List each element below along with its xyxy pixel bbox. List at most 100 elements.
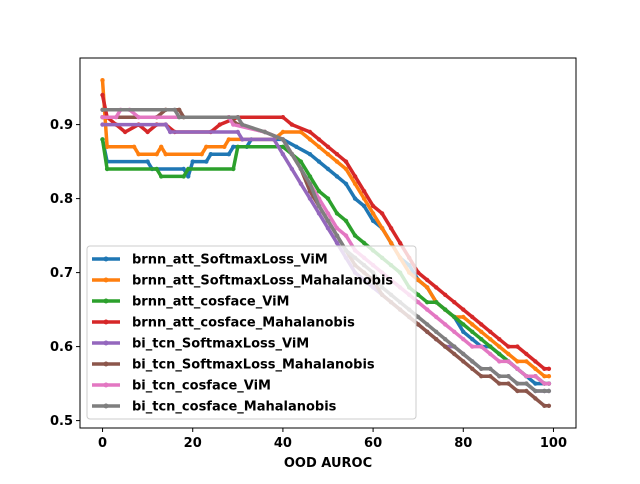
y-tick-label: 0.7 xyxy=(50,266,73,281)
legend-label: bi_tcn_SoftmaxLoss_Mahalanobis xyxy=(132,358,375,373)
data-point xyxy=(452,300,457,305)
data-point xyxy=(542,366,547,371)
data-point xyxy=(343,166,349,172)
data-point xyxy=(316,211,322,216)
data-point xyxy=(136,115,141,120)
legend-marker xyxy=(103,319,109,325)
data-point xyxy=(100,137,105,142)
data-point xyxy=(416,314,421,320)
data-point xyxy=(100,92,105,98)
data-point xyxy=(497,351,502,357)
data-point xyxy=(280,115,286,120)
data-point xyxy=(204,159,209,164)
data-point xyxy=(190,159,195,164)
data-point xyxy=(235,129,240,135)
data-point xyxy=(434,300,439,305)
data-point xyxy=(172,107,177,113)
data-point xyxy=(113,115,119,120)
data-point xyxy=(425,277,430,283)
legend-label: bi_tcn_cosface_ViM xyxy=(132,379,271,394)
data-point xyxy=(154,152,159,157)
data-point xyxy=(379,211,385,216)
legend-marker xyxy=(103,382,109,388)
data-point xyxy=(388,240,394,246)
data-point xyxy=(379,226,385,231)
data-point xyxy=(204,144,209,149)
data-point xyxy=(280,137,286,142)
data-point xyxy=(461,307,466,312)
data-point xyxy=(470,329,475,334)
data-point xyxy=(397,240,403,246)
data-point xyxy=(298,159,304,164)
data-point xyxy=(488,337,493,342)
data-point xyxy=(533,381,538,386)
data-point xyxy=(100,122,105,127)
data-point xyxy=(506,351,511,357)
data-point xyxy=(159,174,164,179)
data-point xyxy=(208,152,213,157)
data-point xyxy=(443,322,448,327)
data-point xyxy=(434,337,439,342)
data-point xyxy=(181,174,186,179)
legend-marker xyxy=(103,256,109,262)
data-point xyxy=(136,152,141,157)
data-point xyxy=(546,403,552,408)
data-point xyxy=(163,152,168,157)
data-point xyxy=(470,366,475,371)
data-point xyxy=(325,166,331,172)
data-point xyxy=(542,381,547,386)
data-point xyxy=(352,181,358,186)
x-tick-label: 40 xyxy=(274,436,292,451)
data-point xyxy=(497,337,502,342)
data-point xyxy=(307,196,313,201)
data-point xyxy=(546,381,552,386)
data-point xyxy=(506,344,511,349)
data-point xyxy=(334,152,340,157)
data-point xyxy=(307,137,313,142)
data-point xyxy=(515,388,520,394)
data-point xyxy=(226,137,231,142)
legend-label: brnn_att_cosface_ViM xyxy=(132,295,289,310)
data-point xyxy=(416,292,421,297)
data-point xyxy=(294,144,299,149)
data-point xyxy=(131,144,137,149)
data-point xyxy=(280,129,286,135)
data-point xyxy=(307,152,313,157)
data-point xyxy=(104,166,110,172)
data-point xyxy=(235,144,240,149)
data-point xyxy=(307,129,313,135)
y-tick-label: 0.9 xyxy=(50,118,73,133)
data-point xyxy=(231,122,236,127)
data-point xyxy=(334,211,340,216)
data-point xyxy=(506,374,511,379)
data-point xyxy=(533,366,538,371)
data-point xyxy=(546,374,552,379)
data-point xyxy=(361,203,367,209)
data-point xyxy=(497,344,502,349)
data-point xyxy=(262,129,268,135)
data-point xyxy=(222,144,227,149)
data-point xyxy=(497,359,502,364)
legend-box xyxy=(86,245,417,420)
legend-marker xyxy=(103,277,109,283)
data-point xyxy=(425,329,430,334)
data-point xyxy=(100,115,105,120)
data-point xyxy=(235,115,240,120)
legend-items: brnn_att_SoftmaxLoss_ViM brnn_att_Softmax… xyxy=(92,253,393,415)
data-point xyxy=(334,226,340,231)
data-point xyxy=(334,159,340,164)
data-point xyxy=(515,359,520,364)
data-point xyxy=(434,314,439,320)
x-axis-label: OOD AUROC xyxy=(284,456,372,471)
legend-entry: brnn_att_cosface_Mahalanobis xyxy=(92,316,355,331)
data-point xyxy=(425,322,430,327)
legend-label: brnn_att_SoftmaxLoss_ViM xyxy=(132,253,328,268)
data-point xyxy=(497,381,502,386)
y-tick-label: 0.8 xyxy=(50,192,73,207)
legend-entry: brnn_att_SoftmaxLoss_ViM xyxy=(92,253,328,268)
data-point xyxy=(461,314,466,320)
data-point xyxy=(515,366,520,371)
legend-entry: bi_tcn_cosface_ViM xyxy=(92,379,271,394)
data-point xyxy=(316,189,322,194)
data-point xyxy=(416,270,421,275)
